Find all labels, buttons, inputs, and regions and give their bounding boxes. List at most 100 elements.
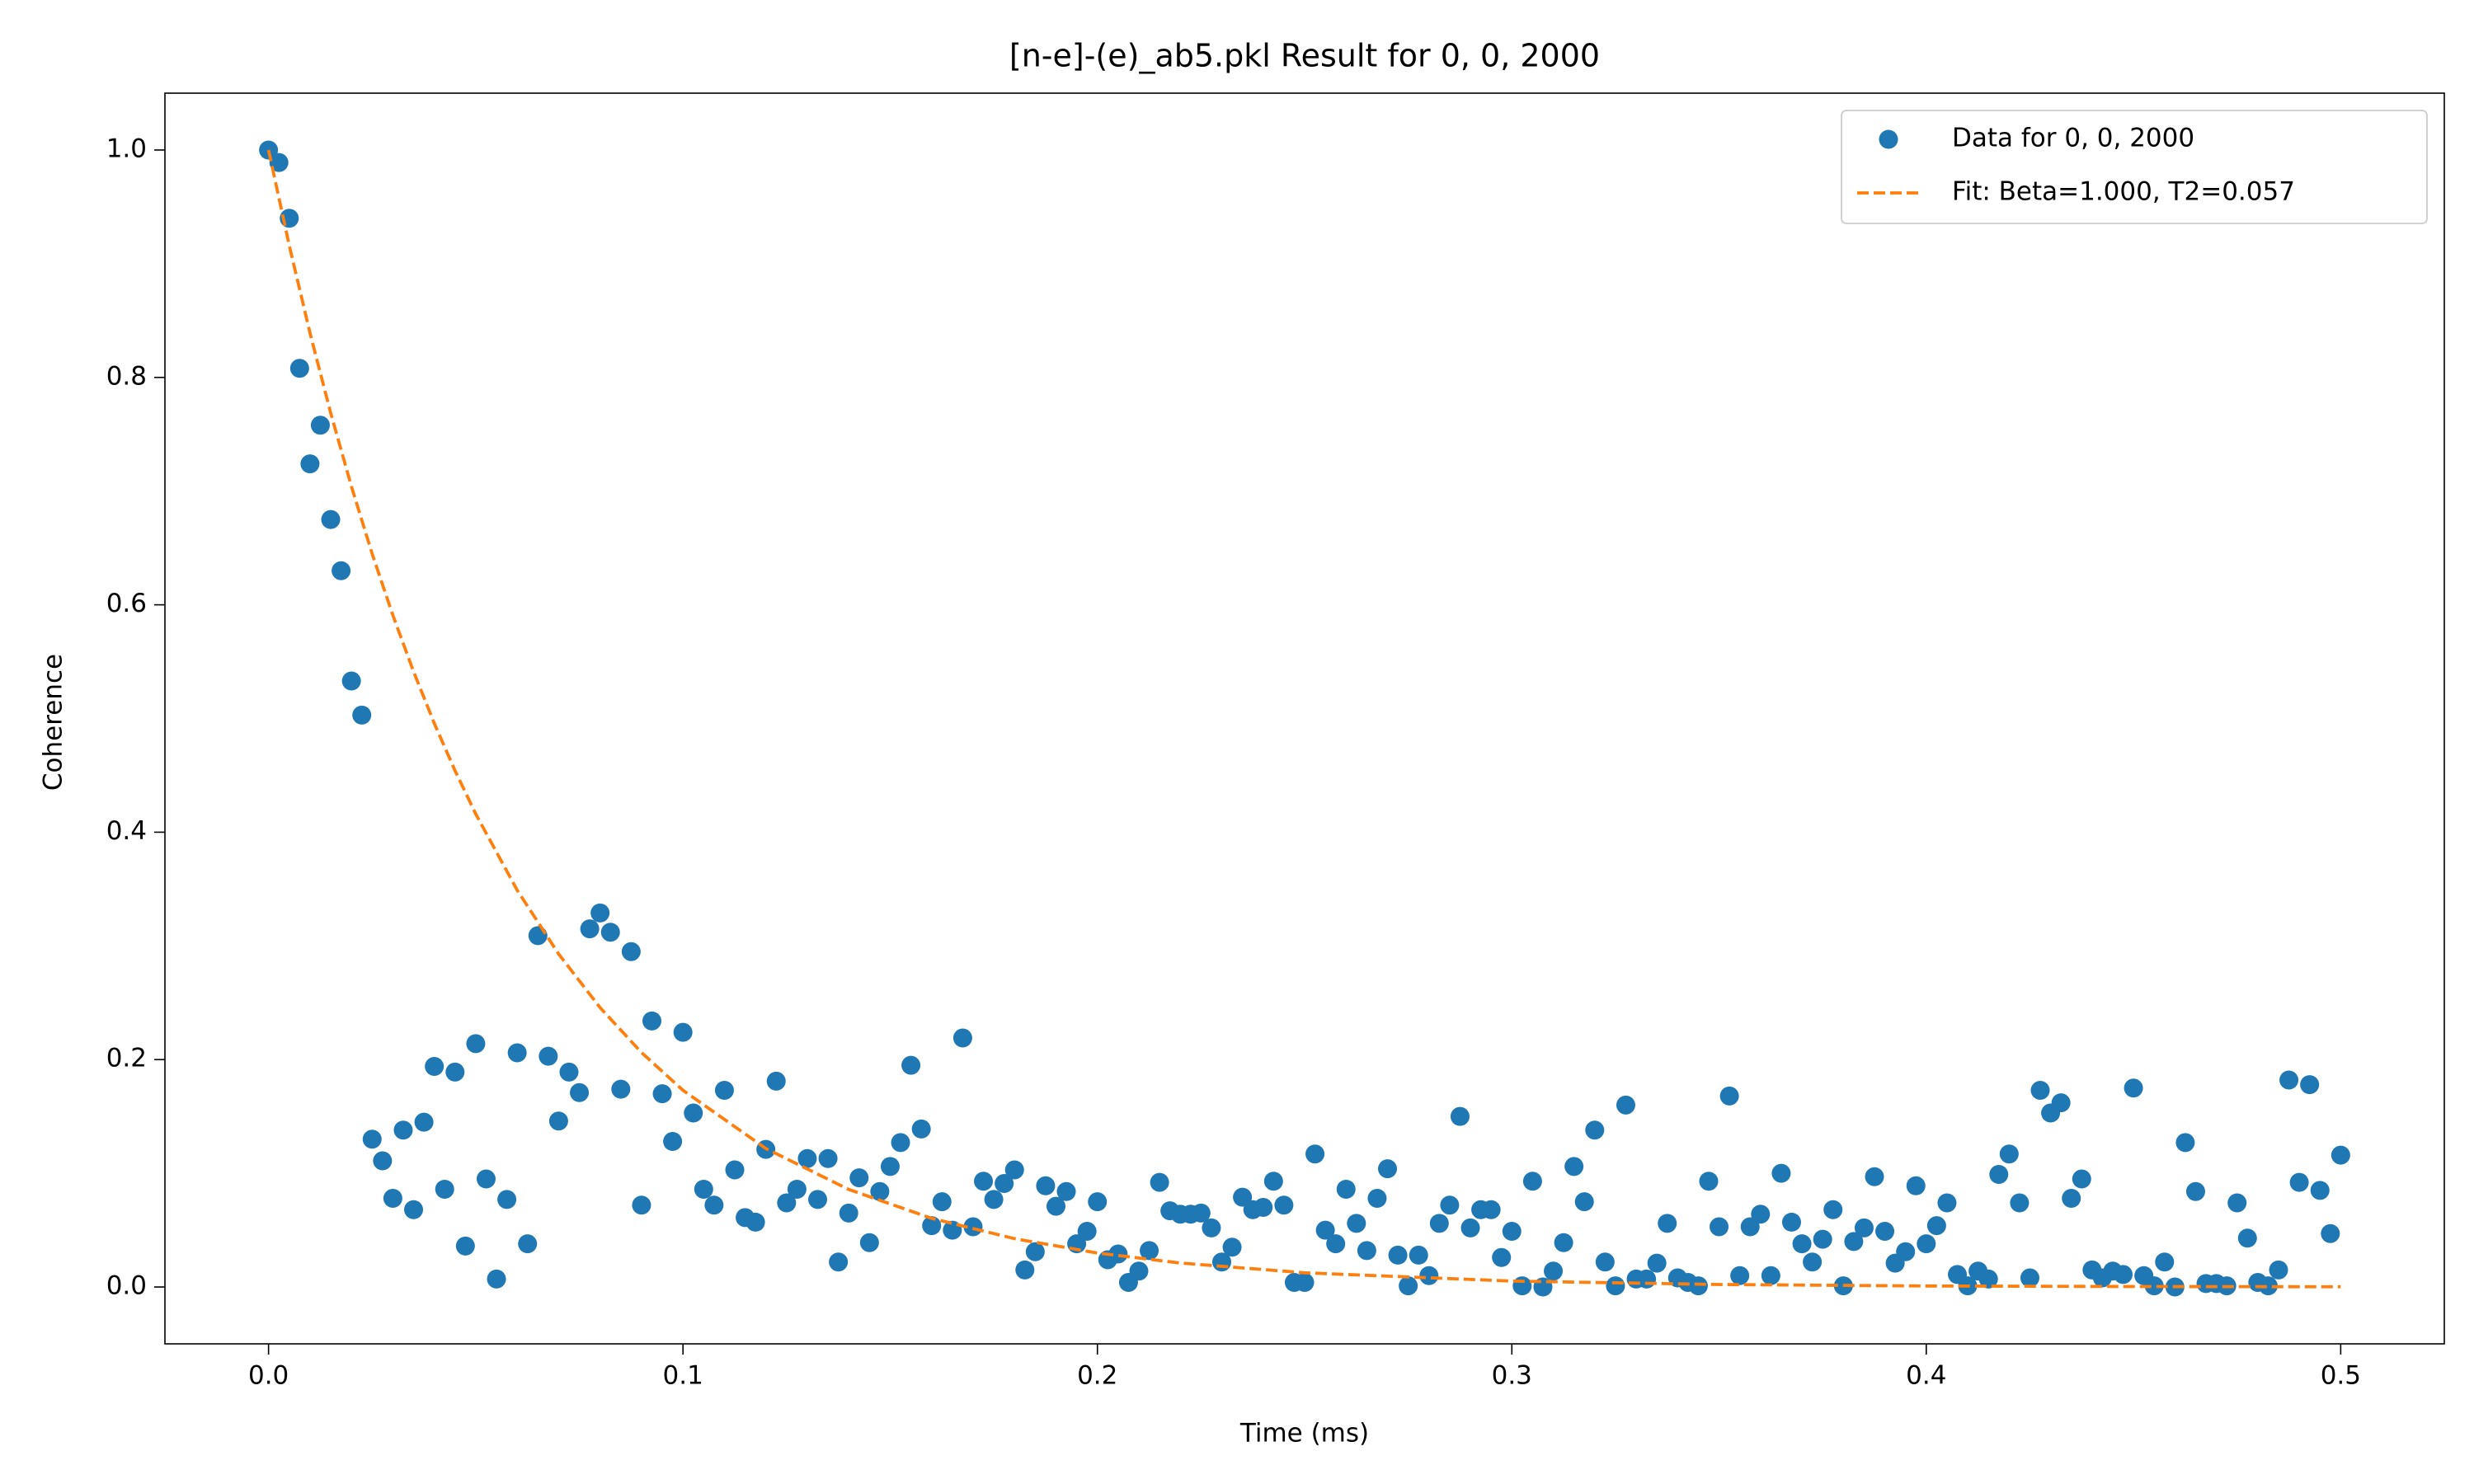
- data-point: [663, 1132, 683, 1152]
- legend-label: Data for 0, 0, 2000: [1952, 124, 2194, 153]
- data-point: [466, 1034, 486, 1054]
- data-point: [362, 1129, 382, 1149]
- data-point: [1803, 1252, 1823, 1272]
- data-point: [1409, 1245, 1428, 1265]
- y-tick-label: 1.0: [106, 134, 147, 163]
- y-axis-label: Coherence: [39, 654, 68, 791]
- data-point: [476, 1169, 496, 1189]
- data-point: [1502, 1221, 1522, 1241]
- data-point: [310, 416, 330, 435]
- data-point: [922, 1216, 942, 1236]
- data-point: [1710, 1217, 1729, 1237]
- data-point: [2185, 1181, 2205, 1201]
- data-point: [714, 1080, 734, 1100]
- data-point: [435, 1179, 454, 1199]
- data-point: [1896, 1242, 1916, 1261]
- data-point: [1088, 1192, 1108, 1212]
- data-point: [518, 1234, 538, 1254]
- data-point: [2010, 1193, 2030, 1213]
- data-point: [1367, 1188, 1387, 1208]
- data-point: [1875, 1221, 1895, 1241]
- x-tick-label: 0.3: [1492, 1361, 1532, 1391]
- data-point: [548, 1111, 568, 1131]
- data-point: [1771, 1163, 1791, 1183]
- data-point: [1719, 1086, 1739, 1106]
- data-point: [2289, 1172, 2309, 1192]
- data-point: [911, 1119, 931, 1139]
- y-tick-label: 0.6: [106, 589, 147, 618]
- chart-title: [n-e]-(e)_ab5.pkl Result for 0, 0, 2000: [1009, 38, 1600, 74]
- x-axis-label: Time (ms): [1239, 1419, 1369, 1449]
- data-point: [632, 1195, 651, 1215]
- data-point: [1730, 1266, 1750, 1285]
- data-point: [2258, 1276, 2278, 1296]
- data-point: [600, 923, 620, 942]
- data-point: [1378, 1159, 1398, 1179]
- data-point: [1347, 1214, 1366, 1233]
- data-point: [1658, 1214, 1677, 1233]
- data-point: [393, 1120, 413, 1140]
- x-tick-label: 0.2: [1077, 1361, 1117, 1391]
- data-point: [891, 1133, 910, 1153]
- data-point: [621, 942, 641, 961]
- data-point: [1440, 1195, 1460, 1215]
- data-point: [1699, 1172, 1719, 1191]
- data-point: [611, 1079, 631, 1099]
- y-tick-label: 0.8: [106, 361, 147, 391]
- plot-frame: [164, 92, 2445, 1345]
- data-point: [2051, 1093, 2071, 1113]
- data-point: [932, 1192, 952, 1212]
- data-point: [818, 1148, 838, 1168]
- data-point: [859, 1233, 879, 1252]
- data-point: [880, 1157, 900, 1176]
- data-point: [289, 359, 309, 378]
- data-point: [1647, 1253, 1667, 1273]
- data-point: [425, 1057, 444, 1077]
- data-point: [1233, 1187, 1253, 1207]
- data-point: [1222, 1237, 1242, 1257]
- data-point: [300, 454, 320, 474]
- data-point: [1025, 1242, 1045, 1261]
- data-point: [341, 671, 361, 691]
- data-point: [745, 1212, 765, 1232]
- data-point: [1399, 1276, 1418, 1296]
- data-point: [1792, 1234, 1812, 1254]
- data-point: [1450, 1106, 1470, 1126]
- data-point: [1150, 1172, 1169, 1192]
- data-point: [777, 1193, 797, 1213]
- data-point: [829, 1252, 849, 1272]
- data-point: [870, 1181, 890, 1201]
- data-point: [684, 1103, 703, 1123]
- x-tick-label: 0.4: [1906, 1361, 1946, 1391]
- data-point: [1813, 1229, 1832, 1249]
- data-point: [1616, 1095, 1635, 1115]
- data-point: [570, 1082, 590, 1102]
- data-point: [1056, 1181, 1076, 1201]
- data-point: [455, 1236, 475, 1256]
- data-point: [1108, 1244, 1128, 1264]
- data-point: [1315, 1220, 1335, 1240]
- data-point: [839, 1203, 858, 1223]
- data-point: [963, 1217, 983, 1237]
- data-point: [321, 510, 341, 529]
- data-point: [901, 1055, 921, 1075]
- data-point: [2020, 1268, 2039, 1288]
- data-point: [590, 903, 610, 923]
- data-point: [332, 561, 351, 580]
- legend-label: Fit: Beta=1.000, T2=0.057: [1952, 177, 2295, 207]
- data-point: [2331, 1145, 2350, 1165]
- data-point: [673, 1022, 693, 1042]
- data-point: [1522, 1172, 1542, 1191]
- data-point: [487, 1269, 506, 1289]
- legend-marker: [1879, 129, 1898, 149]
- data-point: [704, 1195, 724, 1215]
- y-tick-label: 0.0: [106, 1271, 147, 1301]
- data-point: [1295, 1273, 1315, 1293]
- data-point: [2062, 1188, 2081, 1208]
- data-point: [269, 153, 289, 172]
- data-point: [559, 1062, 579, 1082]
- data-point: [984, 1190, 1004, 1209]
- data-point: [1917, 1234, 1936, 1254]
- x-tick-label: 0.1: [663, 1361, 703, 1391]
